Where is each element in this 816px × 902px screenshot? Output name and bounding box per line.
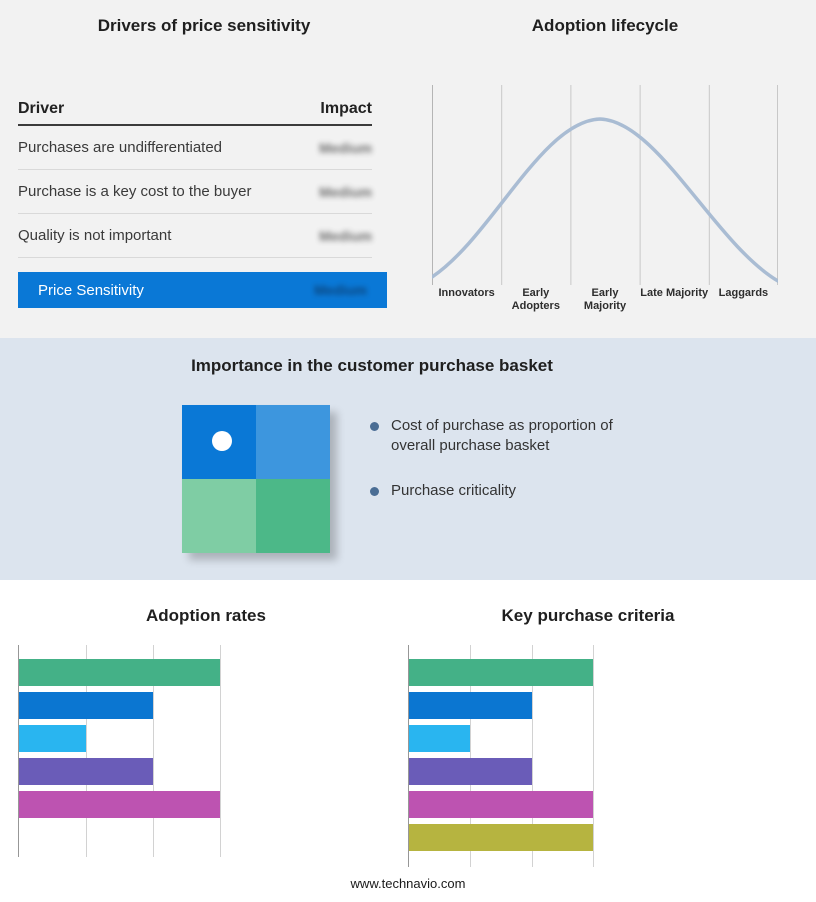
bar-innovation — [409, 659, 593, 686]
stage-label-late-majority: Late Majority — [640, 287, 709, 299]
drivers-table-header: Driver Impact — [18, 90, 372, 126]
impact-value-blurred: Medium — [319, 183, 372, 200]
table-row: Purchase is a key cost to the buyer Medi… — [18, 170, 372, 214]
stage-label-early-adopters: Early Adopters — [511, 287, 560, 312]
impact-value-blurred: Medium — [319, 139, 372, 156]
table-row: Quality is not important Medium — [18, 214, 372, 258]
bell-curve — [432, 117, 778, 283]
bar-us — [19, 791, 220, 818]
bullet-text: Purchase criticality — [391, 481, 517, 499]
adoption-lifecycle-chart — [432, 85, 778, 285]
drivers-table: Driver Impact Purchases are undifferenti… — [18, 90, 387, 308]
adoption-rates-plot — [18, 645, 221, 857]
matrix-quadrant-bottom-left — [182, 479, 256, 553]
bullet-icon — [370, 486, 379, 496]
matrix-quadrant-top-left — [182, 405, 256, 479]
price-sensitivity-label: Price Sensitivity — [38, 281, 144, 299]
matrix-marker-dot — [212, 431, 232, 451]
table-row: Purchases are undifferentiated Medium — [18, 126, 372, 170]
gridline — [593, 645, 594, 867]
price-sensitivity-row: Price Sensitivity Medium — [18, 272, 387, 308]
stage-label-innovators: Innovators — [438, 287, 495, 299]
lifecycle-stage-labels: Innovators Early Adopters Early Majority… — [432, 287, 778, 312]
bar-canada — [19, 659, 220, 686]
gridline — [470, 645, 472, 867]
bar-uk — [19, 758, 153, 785]
bar-price — [409, 692, 532, 719]
key-purchase-criteria-plot — [408, 645, 594, 867]
gridline — [152, 645, 154, 857]
column-header-impact: Impact — [320, 100, 372, 117]
gridline — [220, 645, 221, 857]
impact-value-blurred: Medium — [314, 282, 367, 298]
adoption-rates-chart: CanadaChinaGermanyUKUS — [18, 645, 221, 857]
bar-service — [409, 824, 593, 851]
gridline — [85, 645, 87, 857]
basket-title: Importance in the customer purchase bask… — [191, 356, 553, 375]
basket-bullet-list: Cost of purchase as proportion of overal… — [370, 416, 640, 525]
gridline — [531, 645, 533, 867]
drivers-panel-title: Drivers of price sensitivity — [97, 16, 311, 35]
footer-url[interactable]: www.technavio.com — [350, 876, 466, 891]
stage-label-early-majority: Early Majority — [583, 287, 627, 312]
adoption-rates-title: Adoption rates — [146, 606, 266, 625]
matrix-quadrant-bottom-right — [256, 479, 330, 553]
purchase-basket-matrix — [182, 405, 330, 553]
key-purchase-criteria-title: Key purchase criteria — [501, 606, 675, 625]
bar-quality — [409, 725, 471, 752]
bar-relatability — [409, 758, 532, 785]
driver-label: Purchase is a key cost to the buyer — [18, 183, 252, 200]
top-section: Drivers of price sensitivity Driver Impa… — [0, 0, 816, 338]
lifecycle-panel-title: Adoption lifecycle — [531, 16, 679, 35]
bullet-text: Cost of purchase as proportion of overal… — [391, 417, 613, 455]
bar-china — [19, 692, 153, 719]
driver-label: Purchases are undifferentiated — [18, 139, 223, 156]
list-item: Purchase criticality — [370, 481, 640, 501]
bar-regulatory-compliance — [409, 791, 593, 818]
column-header-driver: Driver — [18, 100, 65, 117]
impact-value-blurred: Medium — [319, 227, 372, 244]
bullet-icon — [370, 422, 379, 431]
matrix-quadrant-top-right — [256, 405, 330, 479]
basket-band: Importance in the customer purchase bask… — [0, 338, 816, 580]
bar-germany — [19, 725, 86, 752]
key-purchase-criteria-chart: InnovationPriceQualityRelatabilityRegula… — [408, 645, 594, 867]
driver-label: Quality is not important — [18, 227, 172, 244]
list-item: Cost of purchase as proportion of overal… — [370, 416, 640, 457]
stage-label-laggards: Laggards — [718, 287, 769, 299]
